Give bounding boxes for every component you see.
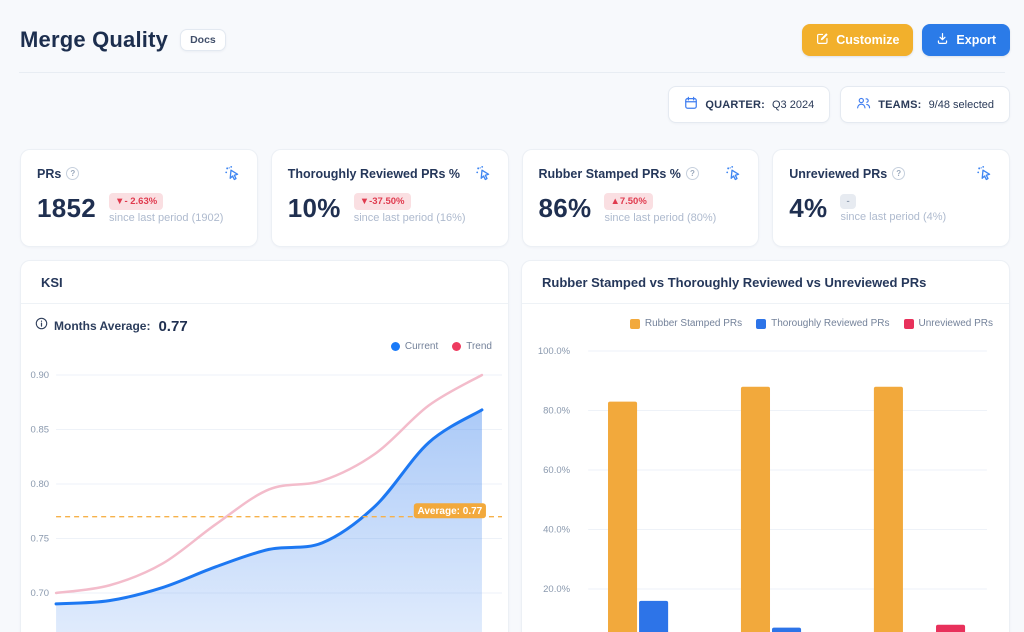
legend-label: Trend xyxy=(466,341,492,352)
charts-row: KSI Months Average: 0.77 Current Trend 0… xyxy=(0,247,1024,632)
help-icon[interactable]: ? xyxy=(892,167,906,180)
quarter-filter-value: Q3 2024 xyxy=(771,98,815,111)
months-average-row: Months Average: 0.77 xyxy=(21,304,508,335)
bars-chart: 20.0% 40.0% 60.0% 80.0% 100.0% xyxy=(538,346,987,632)
kpi-value: 4% xyxy=(789,193,828,223)
kpi-caption: since last period (1902) xyxy=(109,212,224,224)
help-icon[interactable]: ? xyxy=(685,167,699,180)
customize-label: Customize xyxy=(836,33,900,47)
kpi-delta-badge: ▼-37.50% xyxy=(353,193,411,210)
bars-panel-header: Rubber Stamped vs Thoroughly Reviewed vs… xyxy=(522,261,1009,304)
title-wrap: Merge Quality Docs xyxy=(20,27,226,53)
kpi-caption: since last period (4%) xyxy=(840,211,947,223)
svg-text:100.0%: 100.0% xyxy=(538,346,571,357)
ai-cursor-icon[interactable] xyxy=(725,165,742,182)
legend-item-thoroughly-reviewed[interactable]: Thoroughly Reviewed PRs xyxy=(756,318,890,329)
legend-label: Current xyxy=(404,341,439,352)
quarter-filter-label: QUARTER: xyxy=(705,98,765,111)
edit-icon xyxy=(816,32,829,48)
users-icon xyxy=(856,96,871,113)
kpi-caption: since last period (16%) xyxy=(353,212,466,224)
thoroughly-reviewed-swatch-icon xyxy=(756,318,767,329)
months-average-label: Months Average: xyxy=(54,319,151,333)
ksi-panel-title: KSI xyxy=(41,275,63,290)
top-bar: Merge Quality Docs Customize Export xyxy=(0,0,1024,72)
kpi-card-unreviewed: Unreviewed PRs ? 4% - since last period … xyxy=(772,149,1010,247)
legend-item-trend[interactable]: Trend xyxy=(452,341,492,352)
current-dot-icon xyxy=(390,342,400,351)
ksi-legend: Current Trend xyxy=(21,335,508,352)
kpi-card-thoroughly-reviewed: Thoroughly Reviewed PRs % 10% ▼-37.50% s… xyxy=(270,149,509,247)
kpi-delta-badge: - xyxy=(840,194,856,209)
svg-text:0.85: 0.85 xyxy=(31,425,50,436)
kpi-delta-badge: ▼- 2.63% xyxy=(109,193,164,210)
ksi-panel-header: KSI xyxy=(21,261,508,304)
legend-item-unreviewed[interactable]: Unreviewed PRs xyxy=(903,318,993,329)
teams-filter[interactable]: TEAMS: 9/48 selected xyxy=(840,86,1010,123)
kpi-title: Rubber Stamped PRs % xyxy=(538,166,681,181)
kpi-title: PRs xyxy=(37,166,62,181)
kpi-title: Thoroughly Reviewed PRs % xyxy=(287,166,461,181)
kpi-row: PRs ? 1852 ▼- 2.63% since last period (1… xyxy=(0,123,1024,247)
ai-cursor-icon[interactable] xyxy=(224,165,241,182)
svg-text:20.0%: 20.0% xyxy=(543,584,571,595)
kpi-title: Unreviewed PRs xyxy=(789,166,888,181)
kpi-card-prs: PRs ? 1852 ▼- 2.63% since last period (1… xyxy=(20,149,258,247)
svg-text:0.80: 0.80 xyxy=(31,479,50,490)
kpi-value: 86% xyxy=(538,193,592,223)
help-icon[interactable]: ? xyxy=(66,167,80,180)
ai-cursor-icon[interactable] xyxy=(475,165,492,182)
teams-filter-label: TEAMS: xyxy=(878,98,922,111)
kpi-delta-badge: ▲7.50% xyxy=(604,193,653,210)
download-icon xyxy=(936,32,949,48)
teams-filter-value: 9/48 selected xyxy=(928,98,994,111)
top-actions: Customize Export xyxy=(802,24,1010,56)
ksi-chart: 0.70 0.75 0.80 0.85 0.90 Average: 0.77 xyxy=(31,370,502,632)
rubber-stamped-swatch-icon xyxy=(629,318,640,329)
customize-button[interactable]: Customize xyxy=(802,24,914,56)
legend-label: Rubber Stamped PRs xyxy=(644,318,743,329)
months-average-value: 0.77 xyxy=(158,317,188,335)
bars-legend: Rubber Stamped PRs Thoroughly Reviewed P… xyxy=(522,304,1009,329)
svg-text:40.0%: 40.0% xyxy=(543,525,571,536)
ksi-panel: KSI Months Average: 0.77 Current Trend 0… xyxy=(20,260,509,632)
header-divider xyxy=(19,72,1005,73)
page-title: Merge Quality xyxy=(20,27,169,52)
legend-item-current[interactable]: Current xyxy=(390,341,439,352)
svg-text:0.70: 0.70 xyxy=(31,588,50,599)
export-label: Export xyxy=(956,33,996,47)
svg-text:0.90: 0.90 xyxy=(31,370,50,381)
quarter-filter[interactable]: QUARTER: Q3 2024 xyxy=(668,86,831,123)
svg-text:60.0%: 60.0% xyxy=(543,465,571,476)
ai-cursor-icon[interactable] xyxy=(976,165,993,182)
bars-panel-title: Rubber Stamped vs Thoroughly Reviewed vs… xyxy=(542,275,927,290)
calendar-icon xyxy=(684,96,698,113)
unreviewed-swatch-icon xyxy=(903,318,914,329)
kpi-caption: since last period (80%) xyxy=(604,212,717,224)
svg-text:80.0%: 80.0% xyxy=(543,406,571,417)
info-icon xyxy=(35,317,48,335)
svg-text:0.75: 0.75 xyxy=(31,534,50,545)
legend-label: Unreviewed PRs xyxy=(918,318,993,329)
kpi-value: 1852 xyxy=(37,193,97,223)
docs-button[interactable]: Docs xyxy=(180,29,226,51)
legend-item-rubber-stamped[interactable]: Rubber Stamped PRs xyxy=(629,318,743,329)
svg-text:Average: 0.77: Average: 0.77 xyxy=(418,506,483,517)
legend-label: Thoroughly Reviewed PRs xyxy=(771,318,890,329)
filter-row: QUARTER: Q3 2024 TEAMS: 9/48 selected xyxy=(0,73,1024,123)
kpi-value: 10% xyxy=(287,193,341,223)
bars-panel: Rubber Stamped vs Thoroughly Reviewed vs… xyxy=(521,260,1010,632)
export-button[interactable]: Export xyxy=(922,24,1010,56)
trend-dot-icon xyxy=(452,342,462,351)
kpi-card-rubber-stamped: Rubber Stamped PRs % ? 86% ▲7.50% since … xyxy=(521,149,760,247)
